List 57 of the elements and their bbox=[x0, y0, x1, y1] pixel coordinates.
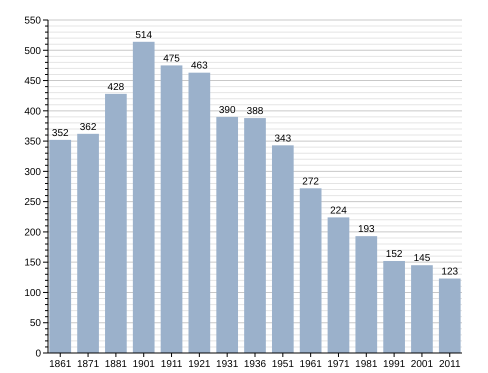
bar bbox=[328, 217, 350, 353]
bar bbox=[77, 134, 99, 353]
x-tick-label: 1961 bbox=[300, 359, 322, 370]
bar bbox=[244, 118, 266, 353]
x-tick-label: 1936 bbox=[244, 359, 267, 370]
bar bbox=[383, 260, 405, 353]
y-tick-label: 150 bbox=[24, 258, 42, 269]
data-label: 463 bbox=[191, 60, 208, 72]
bar bbox=[49, 140, 72, 353]
data-label: 352 bbox=[52, 128, 70, 139]
bar bbox=[105, 94, 127, 353]
x-tick-label: 1971 bbox=[327, 359, 350, 370]
bar bbox=[438, 278, 461, 353]
data-label: 362 bbox=[80, 122, 97, 133]
data-label: 475 bbox=[163, 53, 180, 64]
x-tick-label: 1901 bbox=[132, 359, 156, 370]
bar bbox=[272, 145, 294, 353]
x-tick-label: 1911 bbox=[160, 359, 183, 370]
x-tick-label: 1981 bbox=[355, 359, 378, 370]
data-label: 390 bbox=[218, 104, 236, 116]
data-label: 224 bbox=[330, 205, 348, 216]
data-label: 272 bbox=[302, 176, 320, 188]
bar bbox=[216, 116, 238, 353]
bar bbox=[188, 72, 210, 353]
x-tick-label: 2011 bbox=[439, 359, 461, 370]
data-label: 123 bbox=[441, 266, 459, 278]
y-tick-label: 450 bbox=[24, 76, 42, 88]
bar bbox=[355, 236, 378, 353]
y-tick-label: 400 bbox=[24, 106, 42, 118]
y-tick-label: 200 bbox=[24, 227, 42, 238]
x-tick-label: 1881 bbox=[104, 359, 128, 370]
x-tick-label: 2001 bbox=[410, 359, 434, 370]
y-tick-label: 0 bbox=[35, 348, 42, 360]
data-label: 388 bbox=[246, 106, 264, 118]
data-label: 152 bbox=[386, 248, 403, 260]
bar bbox=[300, 188, 322, 353]
y-tick-label: 500 bbox=[24, 46, 42, 57]
data-label: 514 bbox=[135, 30, 152, 41]
x-tick-label: 1921 bbox=[188, 359, 211, 370]
y-tick-label: 250 bbox=[24, 197, 42, 208]
x-tick-label: 1991 bbox=[382, 359, 406, 370]
x-tick-label: 1861 bbox=[49, 359, 72, 370]
data-label: 193 bbox=[358, 224, 376, 236]
y-tick-label: 550 bbox=[24, 16, 42, 26]
data-label: 145 bbox=[414, 253, 431, 264]
bar bbox=[132, 42, 155, 353]
bar bbox=[411, 265, 433, 353]
y-tick-label: 300 bbox=[24, 166, 42, 178]
x-tick-label: 1931 bbox=[216, 359, 239, 370]
data-label: 428 bbox=[108, 82, 125, 93]
bar bbox=[160, 65, 182, 353]
data-label: 343 bbox=[274, 133, 292, 144]
y-tick-label: 350 bbox=[24, 136, 42, 148]
y-tick-label: 100 bbox=[24, 288, 42, 299]
x-tick-label: 1871 bbox=[76, 359, 100, 370]
x-tick-label: 1951 bbox=[272, 359, 294, 370]
y-tick-label: 50 bbox=[30, 318, 42, 330]
